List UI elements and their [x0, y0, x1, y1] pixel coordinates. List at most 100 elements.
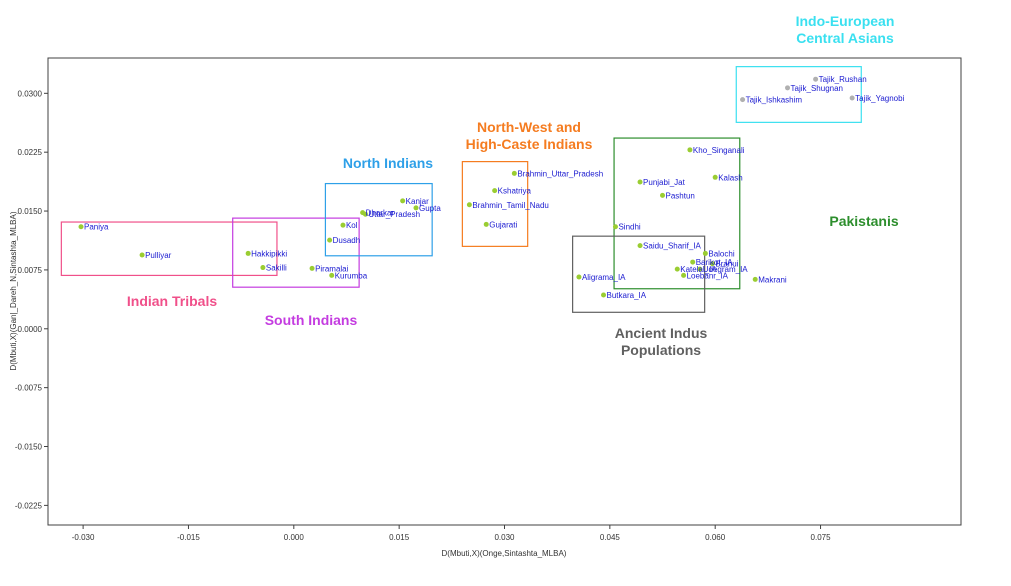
point-label: Udegram_IA [703, 265, 749, 274]
data-point [637, 179, 643, 185]
data-point [327, 237, 333, 243]
point-label: Tajik_Yagnobi [855, 94, 904, 103]
point-label: Kho_Singanali [693, 146, 745, 155]
x-tick-label: 0.030 [494, 533, 515, 542]
x-tick-label: 0.000 [284, 533, 305, 542]
point-label: Dusadh [333, 236, 361, 245]
y-tick-label: 0.0150 [18, 207, 43, 216]
y-tick-label: -0.0225 [15, 501, 43, 510]
group-box [613, 137, 741, 290]
point-label: Butkara_IA [607, 291, 647, 300]
data-point [466, 202, 472, 208]
point-label: Gujarati [489, 220, 517, 229]
point-label: Sakilli [266, 264, 287, 273]
y-tick-label: 0.0000 [18, 325, 43, 334]
point-label: Aligrama_IA [582, 273, 626, 282]
point-label: Pashtun [666, 191, 695, 200]
point-label: Uttar_Pradesh [368, 210, 420, 219]
point-labels: Paniya Pulliyar Hakkipikki Sakilli Piramalai… [84, 75, 905, 300]
data-point [709, 261, 715, 267]
data-point [329, 272, 335, 278]
group-annotation-line: Ancient Indus [615, 325, 708, 341]
group-box [461, 161, 529, 247]
point-label: Brahmin_Uttar_Pradesh [517, 169, 603, 178]
y-tick-label: 0.0300 [18, 89, 43, 98]
group-annotation-line: Indian Tribals [127, 293, 217, 309]
group-box [735, 66, 862, 123]
x-tick-label: -0.015 [177, 533, 200, 542]
group-annotation-line: South Indians [265, 312, 358, 328]
point-label: Kol [346, 221, 358, 230]
point-label: Kalash [718, 173, 742, 182]
point-label: Dharkar [366, 209, 395, 218]
point-label: Makrani [758, 275, 787, 284]
point-label: Kanjar [406, 197, 429, 206]
data-point [637, 243, 643, 249]
data-point [612, 224, 618, 230]
group-annotation-line: Indo-European [796, 13, 895, 29]
point-label: Loebanr_IA [687, 271, 729, 280]
point-label: Saidu_Sharif_IA [643, 242, 701, 251]
x-tick-label: -0.030 [72, 533, 95, 542]
y-tick-label: 0.0075 [18, 266, 43, 275]
point-label: Gupta [419, 204, 441, 213]
x-axis-title: D(Mbuti,X)(Onge,Sintashta_MLBA) [442, 549, 567, 558]
data-point [78, 224, 84, 230]
data-point [511, 170, 517, 176]
group-boxes [60, 66, 862, 313]
point-label: Brahui [715, 260, 738, 269]
y-axis-ticks: -0.0225 -0.0150 -0.0075 0.0000 0.0075 0.0150 0… [15, 89, 48, 510]
data-point [702, 250, 708, 256]
x-axis-ticks: -0.030 -0.015 0.000 0.015 0.030 0.045 0.060 0.0… [72, 525, 831, 542]
x-tick-label: 0.045 [600, 533, 621, 542]
group-box [324, 182, 433, 257]
data-point [690, 259, 696, 265]
data-point [740, 97, 746, 103]
data-point [413, 205, 419, 211]
x-tick-label: 0.060 [705, 533, 726, 542]
data-point [813, 76, 819, 82]
data-point [576, 274, 582, 280]
group-box [60, 221, 278, 277]
point-label: Tajik_Rushan [819, 75, 867, 84]
data-point [712, 174, 718, 180]
y-tick-label: -0.0150 [15, 443, 43, 452]
group-box [572, 235, 706, 313]
data-point [752, 276, 758, 282]
point-label: Paniya [84, 223, 109, 232]
point-label: Sindhi [618, 223, 640, 232]
point-label: Katelai_IA [680, 265, 717, 274]
point-label: Balochi [708, 249, 734, 258]
point-label: Brahmin_Tamil_Nadu [472, 201, 548, 210]
point-label: Barikot_IA [696, 258, 734, 267]
point-label: Tajik_Shugnan [791, 84, 843, 93]
x-tick-label: 0.075 [811, 533, 832, 542]
point-label: Piramalai [315, 264, 349, 273]
data-point [785, 85, 791, 91]
point-label: Pulliyar [145, 251, 172, 260]
group-annotation-line: Pakistanis [829, 213, 898, 229]
data-point [245, 250, 251, 256]
point-label: Kshatriya [498, 187, 532, 196]
group-annotation: North-West and High-Caste Indians [466, 119, 593, 152]
point-label: Kurumba [335, 271, 368, 280]
group-annotation-line: North-West and [477, 119, 581, 135]
group-annotations: Indo-European Central Asians North-West an… [127, 13, 899, 358]
data-point [139, 252, 145, 258]
data-point [483, 221, 489, 227]
data-point [340, 222, 346, 228]
y-tick-label: 0.0225 [18, 148, 43, 157]
data-point [400, 198, 406, 204]
data-point [674, 266, 680, 272]
group-annotation-line: North Indians [343, 155, 433, 171]
point-label: Hakkipikki [251, 249, 287, 258]
data-point [601, 292, 607, 298]
point-label: Tajik_Ishkashim [746, 96, 803, 105]
x-tick-label: 0.015 [389, 533, 410, 542]
data-point [697, 266, 703, 272]
y-axis-title: D(Mbuti,X)(Gan|_Dareh_N,Sintashta_MLBA) [9, 211, 18, 370]
point-label: Punjabi_Jat [643, 178, 686, 187]
group-annotation: South Indians [265, 312, 358, 328]
data-point [849, 95, 855, 101]
